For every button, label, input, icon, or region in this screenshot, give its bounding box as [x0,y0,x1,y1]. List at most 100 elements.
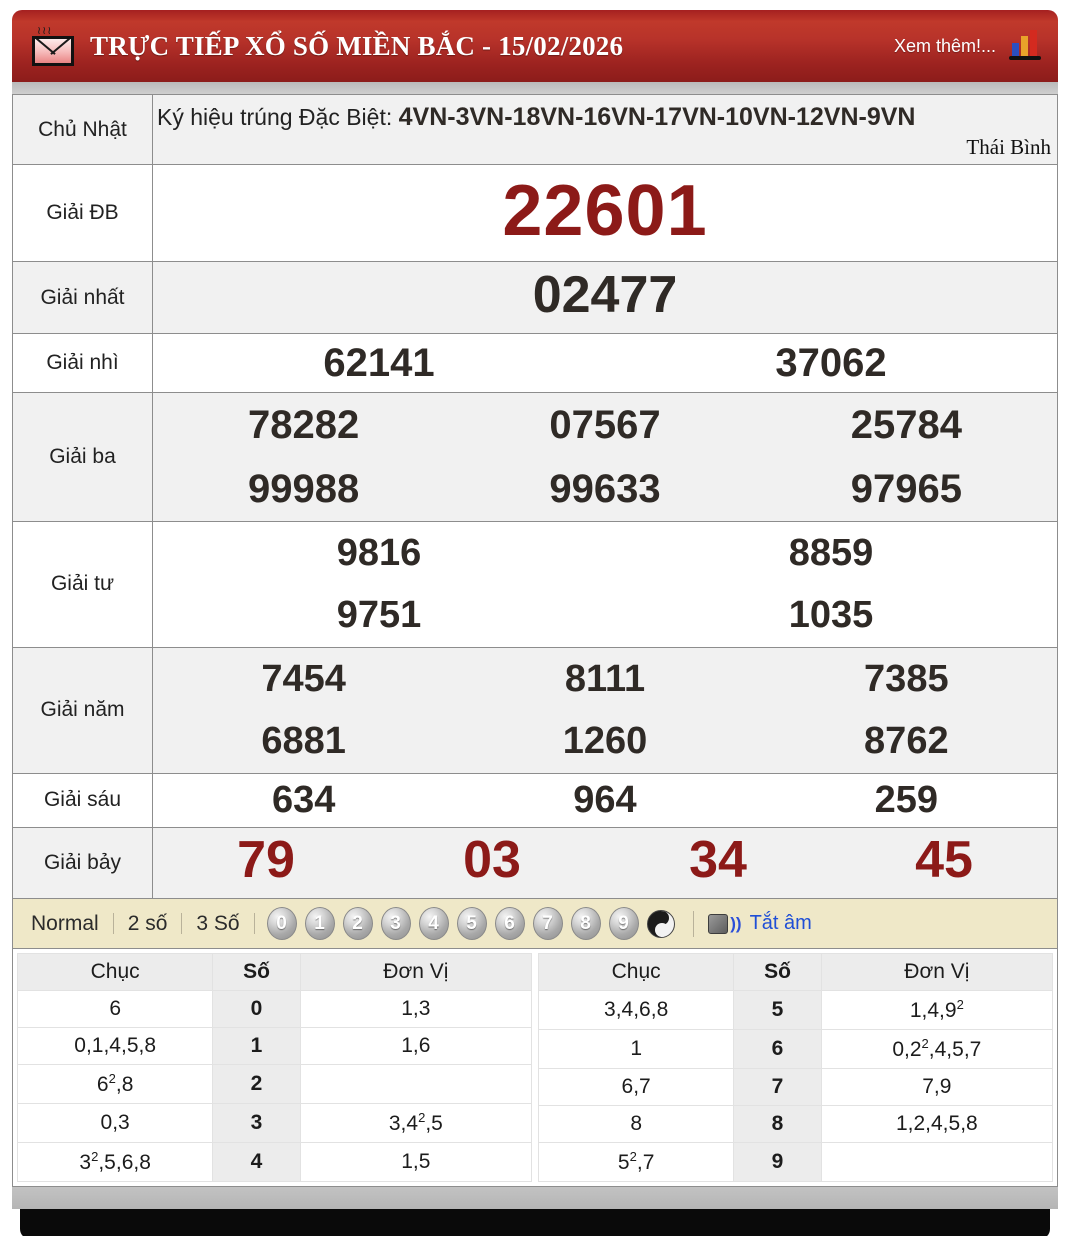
see-more-link[interactable]: Xem thêm!... [893,35,996,56]
stats-donvi-cell: 1,3 [299,990,533,1028]
prize-number: 9751 [336,594,422,637]
digit-ball-6[interactable]: 6 [494,907,525,940]
special-code-text: Ký hiệu trúng Đặc Biệt: 4VN-3VN-18VN-16V… [153,95,1057,135]
footer-bar [20,1209,1050,1236]
prize-number-db: 22601 [502,171,708,252]
table-row: 32,5,6,8 4 1,5 [16,1142,533,1182]
table-row-ba: Giải ba 78282 07567 25784 99988 99633 97… [12,391,1058,522]
stats-donvi-cell: 1,2,4,5,8 [820,1105,1054,1143]
prize-number: 9816 [336,531,422,574]
stats-chuc-cell: 6,7 [537,1068,735,1106]
prize-label-db: Giải ĐB [12,164,153,263]
steam-lines-icon: ≀≀≀ [37,24,53,37]
table-row: 62,8 2 [16,1064,533,1104]
table-row: 1 6 0,22,4,5,7 [537,1029,1054,1069]
special-code-prefix: Ký hiệu trúng Đặc Biệt: [157,104,393,130]
special-code-cell: Ký hiệu trúng Đặc Biệt: 4VN-3VN-18VN-16V… [152,93,1058,166]
digit-ball-8[interactable]: 8 [570,907,601,940]
envelope-shape [32,36,74,66]
stats-header-donvi: Đơn Vị [820,953,1054,991]
table-row-nhat: Giải nhất 02477 [12,261,1058,334]
prize-values-nam: 7454 8111 7385 6881 1260 8762 [152,646,1058,774]
stats-chuc-cell: 32,5,6,8 [16,1142,214,1182]
mode-2so-button[interactable]: 2 số [114,913,183,934]
footer-shelf [12,1187,1058,1209]
table-row: 8 8 1,2,4,5,8 [537,1105,1054,1143]
digit-ball-7[interactable]: 7 [532,907,563,940]
day-label: Chủ Nhật [12,93,153,166]
stats-donvi-cell: 7,9 [820,1068,1054,1106]
stats-so-cell: 8 [733,1105,822,1143]
digit-ball-0[interactable]: 0 [266,907,297,940]
table-row: 3,4,6,8 5 1,4,92 [537,990,1054,1030]
table-row: 0,3 3 3,42,5 [16,1103,533,1143]
table-row: 52,7 9 [537,1142,1054,1182]
prize-values-ba: 78282 07567 25784 99988 99633 97965 [152,391,1058,522]
prize-values-bay: 79 03 34 45 [152,827,1058,899]
mode-normal-button[interactable]: Normal [23,913,114,934]
stats-table-left: Chục Số Đơn Vị 6 0 1,3 0,1,4,5,8 1 1,6 6… [16,953,533,1182]
prize-label-tu: Giải tư [12,520,153,648]
stats-donvi-cell: 1,6 [299,1027,533,1065]
prize-number: 34 [689,831,747,890]
yin-yang-icon[interactable] [646,909,675,938]
stats-so-cell: 5 [733,990,822,1030]
stats-donvi-cell: 1,4,92 [820,990,1054,1030]
page-title: TRỰC TIẾP XỔ SỐ MIỀN BẮC - 15/02/2026 [90,30,624,61]
stats-chuc-cell: 0,1,4,5,8 [16,1027,214,1065]
prize-number: 1260 [562,720,648,763]
speaker-icon: )) [707,911,742,937]
prize-label-sau: Giải sáu [12,772,153,829]
table-row-db: Giải ĐB 22601 [12,164,1058,263]
prize-number: 7385 [864,657,949,700]
stats-header-row: Chục Số Đơn Vị [16,953,533,991]
stats-chuc-cell: 62,8 [16,1064,214,1104]
header-shelf [12,82,1058,94]
digit-ball-9[interactable]: 9 [608,907,639,940]
digit-ball-3[interactable]: 3 [380,907,411,940]
stats-chuc-cell: 1 [537,1029,735,1069]
display-control-bar: Normal 2 số 3 Số 0 1 2 3 4 5 6 7 8 9 )) … [12,899,1058,949]
mode-3so-button[interactable]: 3 Số [182,913,255,934]
divider [692,910,694,937]
stats-donvi-cell [299,1064,533,1104]
prize-number: 62141 [323,340,435,385]
province-label: Thái Bình [966,135,1051,160]
prize-label-nhi: Giải nhì [12,332,153,393]
stats-so-cell: 9 [733,1142,822,1182]
digit-ball-2[interactable]: 2 [342,907,373,940]
stats-donvi-cell [820,1142,1054,1182]
header-right-group: Xem thêm!... [893,30,1042,61]
prize-label-nam: Giải năm [12,646,153,774]
prize-number: 1035 [788,594,874,637]
stats-chuc-cell: 6 [16,990,214,1028]
stats-chuc-cell: 52,7 [537,1142,735,1182]
digit-ball-1[interactable]: 1 [304,907,335,940]
prize-number: 964 [573,778,637,821]
stats-so-cell: 0 [212,990,301,1028]
prize-label-bay: Giải bảy [12,827,153,899]
prize-number: 45 [915,831,973,890]
bar-chart-icon[interactable] [1008,30,1042,61]
digit-statistics-area: Chục Số Đơn Vị 6 0 1,3 0,1,4,5,8 1 1,6 6… [12,949,1058,1187]
prize-values-db: 22601 [152,164,1058,263]
prize-number: 78282 [248,402,360,447]
digit-ball-4[interactable]: 4 [418,907,449,940]
prize-number: 7454 [261,657,346,700]
prize-values-sau: 634 964 259 [152,772,1058,829]
prize-number: 99988 [248,466,360,511]
prize-number: 97965 [850,466,962,511]
hot-mail-icon: ≀≀≀ [30,24,76,68]
prize-number: 07567 [549,402,661,447]
prize-number: 37062 [775,340,887,385]
prize-number: 03 [463,831,521,890]
table-row: 0,1,4,5,8 1 1,6 [16,1027,533,1065]
stats-chuc-cell: 8 [537,1105,735,1143]
mute-control[interactable]: )) Tắt âm [707,911,812,937]
prize-number: 79 [237,831,295,890]
prize-number: 259 [874,778,939,821]
mute-label[interactable]: Tắt âm [749,912,812,934]
prize-number: 6881 [261,720,346,763]
digit-ball-5[interactable]: 5 [456,907,487,940]
